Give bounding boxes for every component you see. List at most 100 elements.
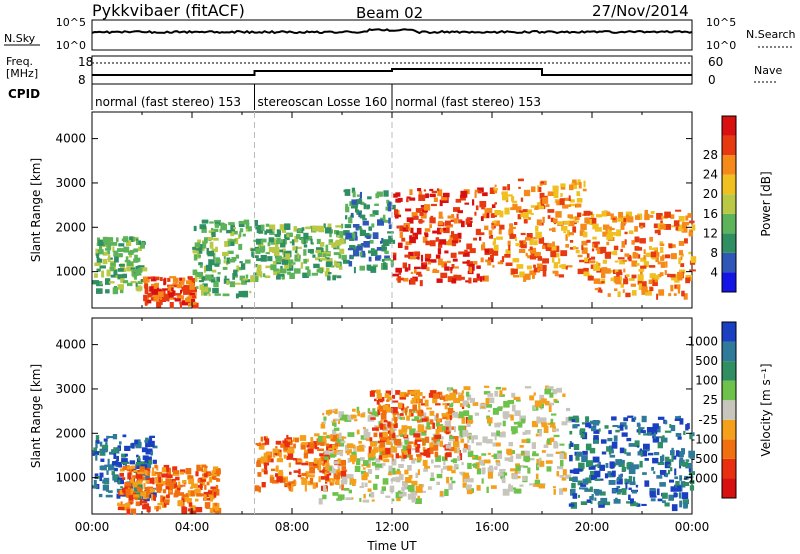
data-cell <box>689 269 696 272</box>
data-cell <box>558 258 561 264</box>
data-cell <box>653 432 656 439</box>
data-cell <box>115 274 119 278</box>
data-cell <box>163 464 170 472</box>
data-cell <box>256 238 262 245</box>
data-cell <box>204 286 209 293</box>
data-cell <box>198 280 204 283</box>
data-cell <box>306 442 313 448</box>
data-cell <box>235 293 239 299</box>
data-cell <box>583 210 591 216</box>
data-cell <box>238 220 246 225</box>
data-cell <box>267 242 271 247</box>
data-cell <box>580 501 588 505</box>
data-cell <box>314 447 320 450</box>
data-cell <box>123 246 130 253</box>
data-cell <box>322 412 325 416</box>
data-cell <box>121 461 128 464</box>
data-cell <box>322 435 327 442</box>
data-cell <box>213 491 217 498</box>
data-cell <box>482 213 487 219</box>
data-cell <box>119 468 125 472</box>
data-cell <box>309 466 315 474</box>
data-cell <box>328 239 334 245</box>
data-cell <box>187 498 192 504</box>
data-cell <box>459 403 465 407</box>
data-cell <box>572 179 577 185</box>
data-cell <box>395 476 401 483</box>
data-cell <box>637 445 640 448</box>
data-cell <box>685 424 689 431</box>
data-cell <box>238 221 245 227</box>
data-cell <box>106 435 110 439</box>
data-cell <box>580 223 587 231</box>
data-cell <box>383 190 389 197</box>
freq-tick-bottom: 8 <box>78 73 86 87</box>
data-cell <box>673 455 677 460</box>
data-cell <box>593 278 601 284</box>
data-cell <box>113 453 117 459</box>
data-cell <box>457 392 462 395</box>
data-cell <box>213 280 219 288</box>
data-cell <box>508 245 511 251</box>
data-cell <box>606 241 610 246</box>
data-cell <box>643 261 649 268</box>
data-cell <box>444 220 451 227</box>
data-cell <box>600 439 607 444</box>
data-cell <box>425 193 429 199</box>
data-cell <box>286 232 293 237</box>
data-cell <box>445 444 452 449</box>
y-tick-label: 4000 <box>55 338 86 352</box>
data-cell <box>551 413 557 416</box>
data-cell <box>187 476 194 480</box>
data-cell <box>150 297 154 301</box>
data-cell <box>124 481 132 487</box>
data-cell <box>599 464 605 471</box>
data-cell <box>467 220 472 227</box>
data-cell <box>118 479 121 485</box>
data-cell <box>114 475 120 480</box>
data-cell <box>106 243 112 250</box>
data-cell <box>465 433 472 437</box>
data-cell <box>528 217 531 220</box>
data-cell <box>678 257 681 265</box>
data-cell <box>421 254 424 262</box>
data-cell <box>610 277 615 282</box>
data-cell <box>364 233 369 238</box>
data-cell <box>444 250 449 254</box>
data-cell <box>612 218 616 220</box>
data-cell <box>462 261 470 264</box>
data-cell <box>396 496 401 502</box>
data-cell <box>128 493 134 501</box>
data-cell <box>349 245 356 251</box>
data-cell <box>508 483 511 491</box>
data-cell <box>429 193 436 198</box>
data-cell <box>461 462 464 466</box>
data-cell <box>668 469 671 475</box>
data-cell <box>294 246 298 254</box>
data-cell <box>444 266 450 271</box>
data-cell <box>348 261 353 267</box>
data-cell <box>594 288 600 291</box>
data-cell <box>519 484 524 487</box>
data-cell <box>461 220 465 228</box>
data-cell <box>351 451 357 456</box>
data-cell <box>611 441 618 449</box>
data-cell <box>356 429 360 435</box>
data-cell <box>564 197 571 201</box>
data-cell <box>512 258 520 263</box>
data-cell <box>436 473 443 479</box>
data-cell <box>620 248 623 252</box>
data-cell <box>411 397 418 404</box>
data-cell <box>476 468 482 475</box>
data-cell <box>409 391 416 395</box>
data-cell <box>402 227 409 232</box>
data-cell <box>198 262 203 266</box>
data-cell <box>537 464 542 468</box>
data-cell <box>429 217 436 224</box>
data-cell <box>671 504 678 512</box>
data-cell <box>369 441 377 447</box>
data-cell <box>130 280 137 284</box>
data-cell <box>126 240 132 246</box>
data-cell <box>675 481 680 488</box>
data-cell <box>525 252 528 257</box>
